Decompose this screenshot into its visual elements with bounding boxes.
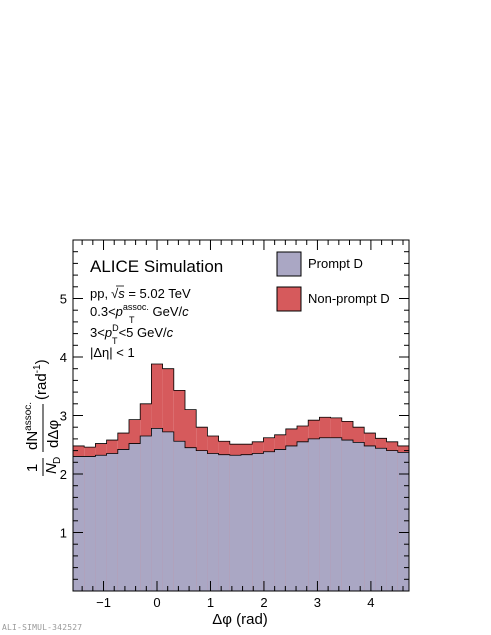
bar-0-20: [297, 441, 309, 591]
bar-0-1: [84, 456, 96, 591]
bar-0-12: [207, 453, 219, 591]
bar-0-28: [386, 450, 398, 591]
bar-0-27: [375, 448, 387, 591]
y-tick-label: 3: [60, 409, 67, 424]
legend-label-nonprompt: Non-prompt D: [308, 291, 390, 306]
bar-0-29: [397, 452, 409, 591]
bar-0-18: [274, 449, 286, 591]
y-tick-label: 5: [60, 292, 67, 307]
bar-0-24: [341, 440, 353, 591]
bar-0-19: [285, 445, 297, 591]
bar-0-4: [117, 449, 129, 591]
annotation-eta-cut: |Δη| < 1: [90, 345, 135, 360]
annotation-d-pt: 3<pD<5 GeV/c: [90, 323, 174, 340]
y-label-N: N: [43, 463, 60, 474]
bar-0-17: [263, 451, 275, 591]
y-label-D-sub: D: [52, 457, 63, 464]
bar-0-9: [173, 441, 185, 591]
y-tick-label: 4: [60, 350, 67, 365]
chart-title: ALICE Simulation: [90, 257, 223, 276]
y-tick-label: 2: [60, 467, 67, 482]
series-outline-0: [73, 427, 409, 457]
x-tick-label: 2: [260, 595, 267, 610]
y-label-dDeltaPhi: dΔφ: [45, 420, 62, 448]
bar-0-25: [353, 442, 365, 591]
bar-0-23: [330, 437, 342, 591]
bar-0-16: [252, 453, 264, 591]
bar-0-3: [106, 453, 118, 591]
bar-0-22: [319, 437, 331, 591]
bar-0-10: [185, 447, 197, 591]
x-axis-label: Δφ (rad): [212, 611, 268, 628]
series-prompt-d: [73, 427, 409, 591]
y-label-unit: (rad-1): [32, 359, 50, 400]
axis-ticks: −1 0 1 2 3 4 1 2 3 4 5: [60, 240, 409, 610]
y-axis-label: 1 N D dNassoc. dΔφ (rad-1): [23, 359, 63, 476]
histogram-fills: [73, 363, 409, 591]
bar-0-15: [241, 454, 253, 591]
x-tick-label: 4: [367, 595, 374, 610]
y-tick-label: 1: [60, 526, 67, 541]
bar-0-14: [229, 455, 241, 591]
bar-0-26: [364, 445, 376, 591]
bar-0-21: [308, 438, 320, 591]
y-label-one: 1: [24, 464, 41, 472]
x-tick-label: 0: [153, 595, 160, 610]
bar-0-7: [151, 428, 163, 591]
bar-0-11: [196, 450, 208, 591]
legend-label-prompt: Prompt D: [308, 256, 363, 271]
annotation-system: pp, √s = 5.02 TeV: [90, 286, 191, 301]
bar-0-2: [95, 455, 107, 591]
bar-0-5: [129, 443, 141, 591]
annotation-assoc-pt: 0.3<passoc. GeV/c: [90, 302, 189, 319]
x-tick-label: 1: [207, 595, 214, 610]
annotation-d-pt-subscript: T: [112, 336, 118, 346]
series-outline-1: [73, 363, 409, 448]
bar-0-0: [73, 456, 85, 591]
bar-0-6: [140, 435, 152, 591]
bar-0-13: [218, 454, 230, 591]
bar-0-8: [162, 431, 174, 591]
x-tick-label: 3: [314, 595, 321, 610]
legend-swatch-prompt: [276, 251, 302, 277]
annotation-assoc-pt-subscript: T: [129, 315, 135, 325]
x-tick-label: −1: [96, 595, 111, 610]
watermark: ALI-SIMUL-342527: [2, 623, 83, 632]
y-label-dN: dNassoc.: [23, 402, 41, 450]
legend-swatch-nonprompt: [276, 286, 302, 312]
